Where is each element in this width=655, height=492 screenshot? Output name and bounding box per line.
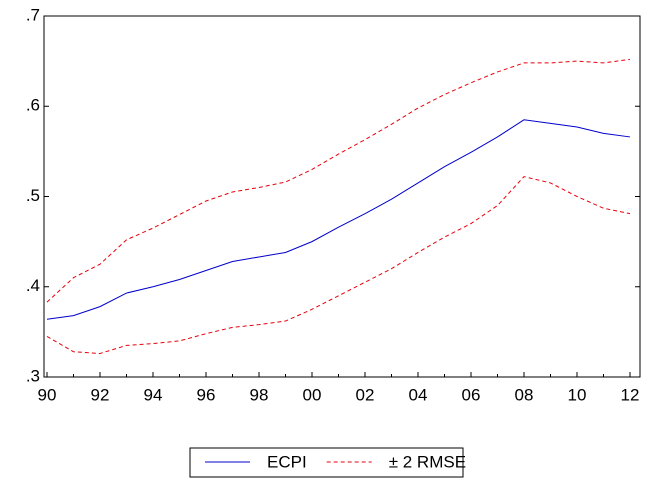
series-line: [46, 176, 631, 355]
x-tick-label: 98: [250, 385, 269, 404]
x-tick-label: 90: [38, 385, 57, 404]
x-tick-label: 08: [515, 385, 534, 404]
x-tick-label: 06: [462, 385, 481, 404]
y-tick-label: .5: [26, 186, 40, 205]
series-line: [46, 58, 631, 303]
y-tick-label: .6: [26, 96, 40, 115]
x-tick-label: 96: [197, 385, 216, 404]
plot-frame: [43, 15, 641, 378]
series-line: [46, 119, 631, 320]
y-tick-label: .7: [26, 5, 40, 24]
y-tick-label: .3: [26, 366, 40, 385]
x-tick-label: 10: [568, 385, 587, 404]
x-tick-label: 92: [91, 385, 110, 404]
x-tick-label: 12: [621, 385, 640, 404]
x-tick-label: 94: [144, 385, 163, 404]
x-tick-label: 04: [409, 385, 428, 404]
x-tick-label: 00: [303, 385, 322, 404]
y-tick-label: .4: [26, 276, 40, 295]
x-tick-label: 02: [356, 385, 375, 404]
legend-box: [189, 447, 464, 478]
legend-label: ± 2 RMSE: [389, 452, 466, 471]
legend-label: ECPI: [267, 452, 307, 471]
